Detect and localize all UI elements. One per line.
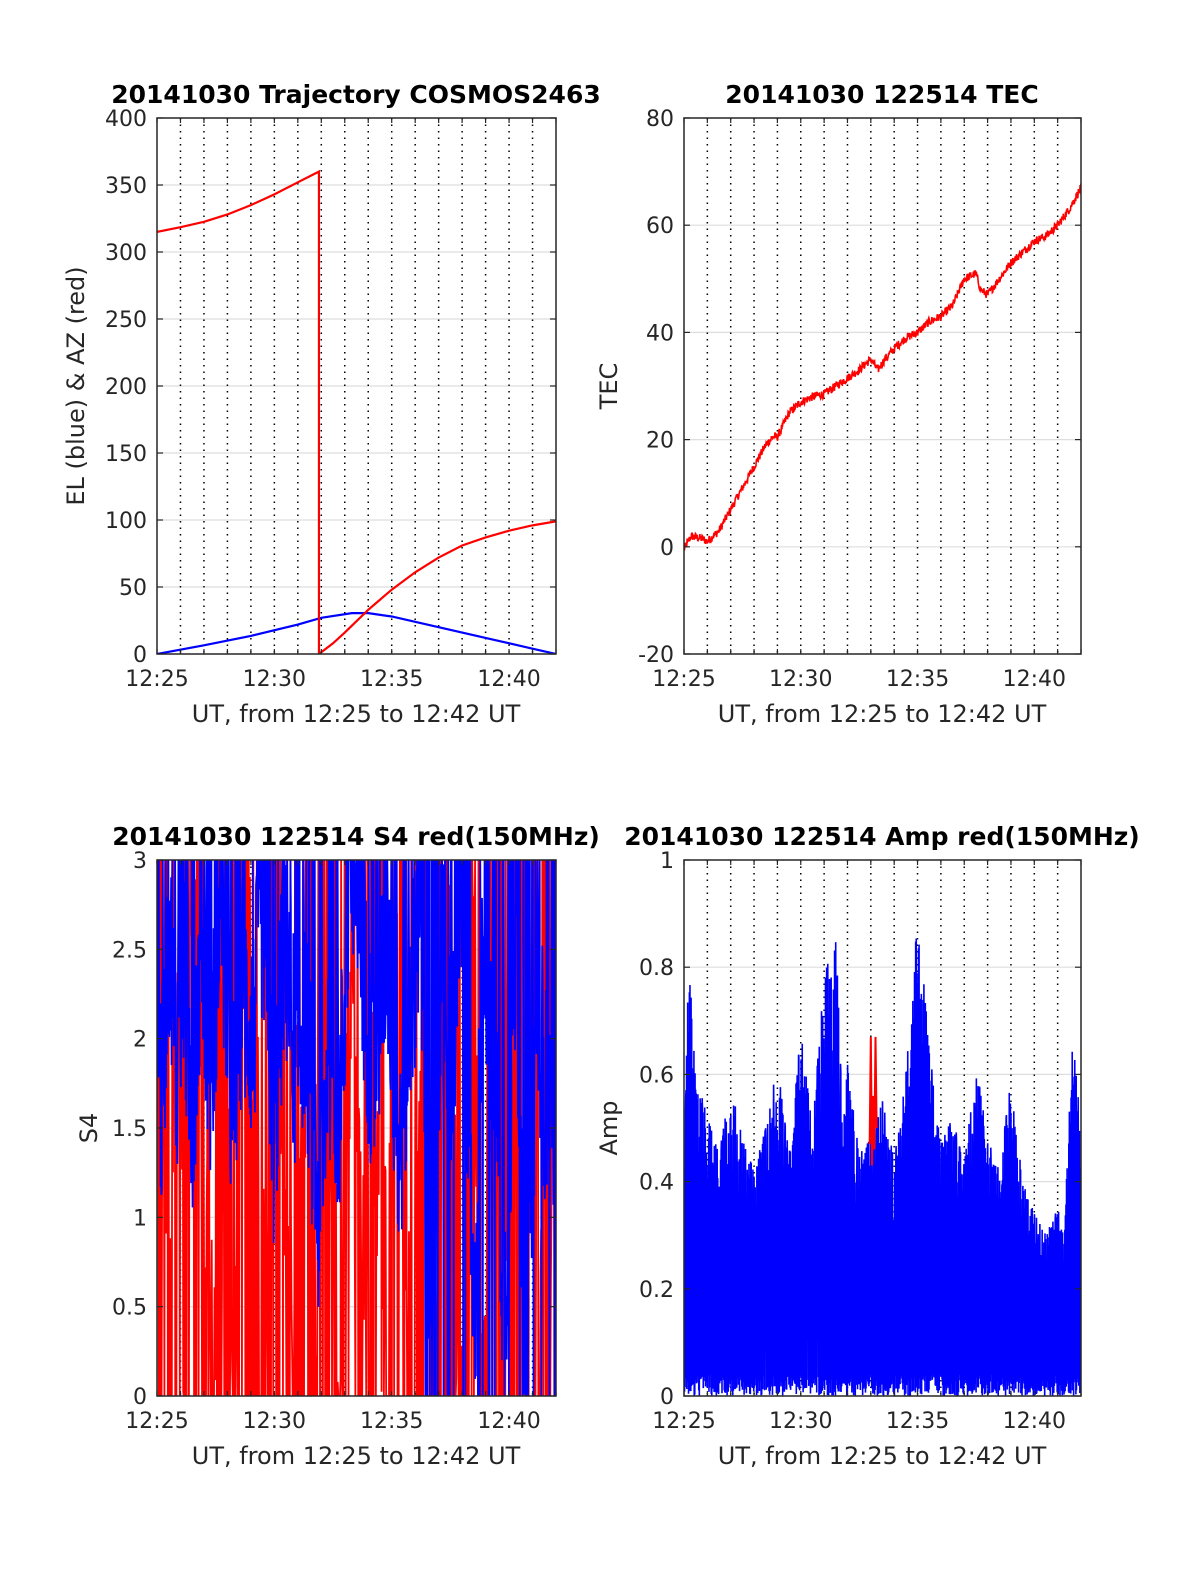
tec-ylabel: TEC bbox=[595, 363, 623, 411]
x-tick-label: 12:35 bbox=[360, 1409, 423, 1434]
amp-blue-line bbox=[684, 938, 1081, 1396]
y-tick-label: 2 bbox=[133, 1028, 147, 1053]
series-el-line bbox=[157, 612, 556, 654]
s4-panel: 0 0.5 1 1.5 2 2.5 3 12:25 12:30 12:35 12:40 201410… bbox=[75, 822, 600, 1470]
s4-blue-line bbox=[157, 860, 556, 1396]
tec-xlabel: UT, from 12:25 to 12:42 UT bbox=[718, 700, 1047, 728]
y-tick-label: 250 bbox=[105, 308, 147, 333]
x-tick-label: 12:40 bbox=[1003, 1409, 1066, 1434]
amp-xlabel: UT, from 12:25 to 12:42 UT bbox=[718, 1442, 1047, 1470]
y-tick-label: 0.8 bbox=[639, 956, 674, 981]
y-tick-label: 1.5 bbox=[112, 1117, 147, 1142]
trajectory-title: 20141030 Trajectory COSMOS2463 bbox=[111, 80, 601, 109]
x-tick-label: 12:35 bbox=[886, 1409, 949, 1434]
y-tick-label: 20 bbox=[646, 429, 674, 454]
y-tick-label: 400 bbox=[105, 107, 147, 132]
y-tick-label: 3 bbox=[133, 849, 147, 874]
x-tick-label: 12:35 bbox=[360, 667, 423, 692]
tec-line bbox=[684, 183, 1081, 551]
s4-ylabel: S4 bbox=[75, 1113, 103, 1144]
y-tick-label: 350 bbox=[105, 174, 147, 199]
x-tick-label: 12:25 bbox=[125, 667, 188, 692]
x-tick-label: 12:30 bbox=[769, 1409, 832, 1434]
x-tick-label: 12:25 bbox=[652, 1409, 715, 1434]
y-tick-label: 0 bbox=[133, 643, 147, 668]
y-tick-label: 0 bbox=[660, 536, 674, 561]
y-tick-label: 0 bbox=[133, 1385, 147, 1410]
amp-ylabel: Amp bbox=[595, 1100, 623, 1155]
series-az-line bbox=[157, 169, 556, 654]
x-tick-label: 12:30 bbox=[769, 667, 832, 692]
x-tick-label: 12:40 bbox=[477, 1409, 540, 1434]
y-tick-label: 40 bbox=[646, 321, 674, 346]
y-tick-label: 2.5 bbox=[112, 938, 147, 963]
y-tick-label: 100 bbox=[105, 509, 147, 534]
trajectory-ylabel: EL (blue) & AZ (red) bbox=[62, 266, 90, 505]
y-tick-label: 1 bbox=[133, 1206, 147, 1231]
y-tick-label: 0.6 bbox=[639, 1063, 674, 1088]
y-tick-label: 150 bbox=[105, 442, 147, 467]
x-tick-label: 12:30 bbox=[243, 1409, 306, 1434]
y-tick-label: -20 bbox=[638, 643, 674, 668]
y-tick-label: 300 bbox=[105, 241, 147, 266]
tec-title: 20141030 122514 TEC bbox=[725, 80, 1038, 109]
y-tick-label: 200 bbox=[105, 375, 147, 400]
x-tick-label: 12:25 bbox=[652, 667, 715, 692]
x-tick-label: 12:30 bbox=[243, 667, 306, 692]
trajectory-xlabel: UT, from 12:25 to 12:42 UT bbox=[192, 700, 521, 728]
x-tick-label: 12:40 bbox=[477, 667, 540, 692]
y-tick-label: 0 bbox=[660, 1385, 674, 1410]
y-tick-label: 1 bbox=[660, 849, 674, 874]
y-tick-label: 0.5 bbox=[112, 1296, 147, 1321]
x-tick-label: 12:40 bbox=[1003, 667, 1066, 692]
amp-title: 20141030 122514 Amp red(150MHz) bbox=[624, 822, 1140, 851]
s4-title: 20141030 122514 S4 red(150MHz) bbox=[112, 822, 600, 851]
y-tick-label: 80 bbox=[646, 107, 674, 132]
amp-panel: 0 0.2 0.4 0.6 0.8 1 12:25 12:30 12:35 12:40 20141… bbox=[595, 822, 1140, 1470]
y-tick-label: 50 bbox=[119, 576, 147, 601]
s4-xlabel: UT, from 12:25 to 12:42 UT bbox=[192, 1442, 521, 1470]
amp-red-line bbox=[868, 1036, 878, 1166]
y-tick-label: 60 bbox=[646, 214, 674, 239]
y-tick-label: 0.4 bbox=[639, 1171, 674, 1196]
tec-panel: -20 0 20 40 60 80 12:25 12:30 12:35 12:40 2014103… bbox=[595, 80, 1082, 728]
x-tick-label: 12:35 bbox=[886, 667, 949, 692]
y-tick-label: 0.2 bbox=[639, 1278, 674, 1303]
trajectory-panel: 0 50 100 150 200 250 300 350 400 12:25 12:30 12:35 1… bbox=[62, 80, 601, 728]
x-tick-label: 12:25 bbox=[125, 1409, 188, 1434]
